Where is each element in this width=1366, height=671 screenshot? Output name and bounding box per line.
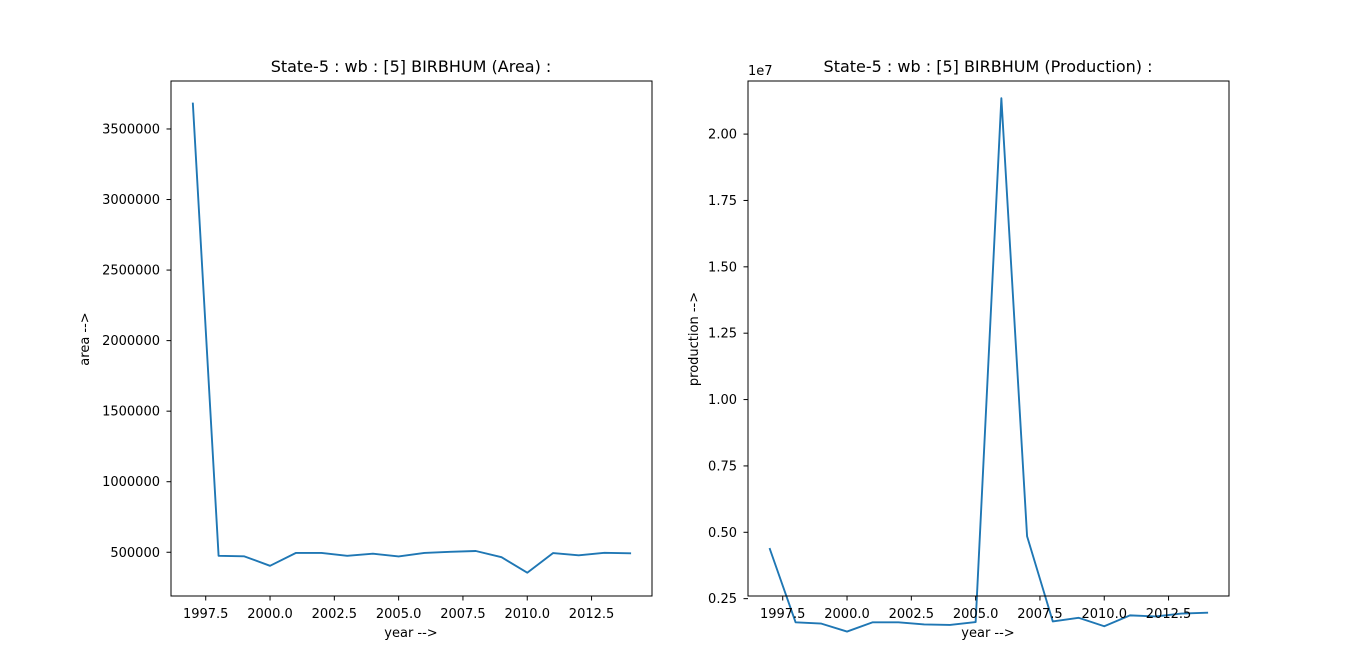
production-y-tick-label: 0.75 bbox=[708, 459, 737, 474]
production-y-tick-label: 1.00 bbox=[708, 393, 737, 408]
production-y-tick-label: 1.50 bbox=[708, 260, 737, 275]
production-x-tick-label: 2007.5 bbox=[1017, 607, 1063, 622]
production-y-tick-label: 0.50 bbox=[708, 526, 737, 541]
area-y-tick-label: 3500000 bbox=[102, 122, 160, 137]
production-x-tick-label: 2010.0 bbox=[1081, 607, 1127, 622]
production-x-tick-label: 2002.5 bbox=[889, 607, 935, 622]
production-x-tick-label: 1997.5 bbox=[760, 607, 806, 622]
production-plot-frame bbox=[747, 80, 1230, 597]
area-y-tick-label: 3000000 bbox=[102, 193, 160, 208]
area-x-tick-label: 2010.0 bbox=[504, 607, 550, 622]
area-x-tick-label: 2007.5 bbox=[440, 607, 486, 622]
area-x-tick-label: 2005.0 bbox=[376, 607, 422, 622]
production-x-axis-label: year --> bbox=[961, 626, 1014, 641]
area-x-tick-label: 2000.0 bbox=[247, 607, 293, 622]
area-y-tick-label: 1000000 bbox=[102, 475, 160, 490]
area-y-tick-label: 2000000 bbox=[102, 334, 160, 349]
production-series-line-0 bbox=[768, 97, 1209, 633]
area-chart-title: State-5 : wb : [5] BIRBHUM (Area) : bbox=[271, 57, 552, 76]
production-y-tick-label: 0.25 bbox=[708, 592, 737, 607]
production-y-tick-label: 1.25 bbox=[708, 327, 737, 342]
area-x-tick-label: 1997.5 bbox=[183, 607, 229, 622]
production-plot-area: 1997.5 2000.0 2002.5 2005.0 2007.5 2010.0 2012… bbox=[708, 80, 1230, 633]
production-x-tick-label: 2005.0 bbox=[953, 607, 999, 622]
production-offset-label: 1e7 bbox=[748, 64, 773, 79]
area-x-axis-label: year --> bbox=[384, 626, 437, 641]
area-plot-frame bbox=[170, 80, 653, 597]
area-chart: State-5 : wb : [5] BIRBHUM (Area) : 1997… bbox=[78, 57, 653, 641]
area-series-line-0 bbox=[191, 102, 632, 574]
area-y-tick-label: 1500000 bbox=[102, 405, 160, 420]
area-x-tick-label: 2002.5 bbox=[312, 607, 358, 622]
area-y-tick-label: 500000 bbox=[110, 546, 160, 561]
production-y-tick-label: 1.75 bbox=[708, 194, 737, 209]
production-chart: State-5 : wb : [5] BIRBHUM (Production) … bbox=[687, 57, 1230, 641]
area-y-tick-label: 2500000 bbox=[102, 264, 160, 279]
area-y-axis-label: area --> bbox=[78, 312, 93, 365]
area-x-tick-label: 2012.5 bbox=[569, 607, 615, 622]
production-y-axis-label: production --> bbox=[687, 292, 702, 386]
production-x-tick-label: 2012.5 bbox=[1146, 607, 1192, 622]
production-chart-title: State-5 : wb : [5] BIRBHUM (Production) … bbox=[824, 57, 1153, 76]
production-y-tick-label: 2.00 bbox=[708, 128, 737, 143]
area-plot-area: 1997.5 2000.0 2002.5 2005.0 2007.5 2010.0 2012… bbox=[102, 80, 653, 622]
production-x-tick-label: 2000.0 bbox=[824, 607, 870, 622]
